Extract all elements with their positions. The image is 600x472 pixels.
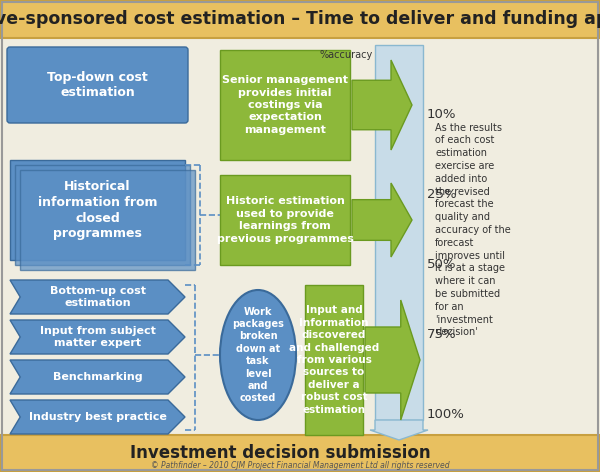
Polygon shape [352, 183, 412, 257]
FancyBboxPatch shape [0, 0, 600, 38]
Text: %accuracy: %accuracy [320, 50, 373, 60]
Text: Bottom-up cost
estimation: Bottom-up cost estimation [49, 286, 146, 308]
Text: Investment decision submission: Investment decision submission [130, 444, 430, 462]
Polygon shape [365, 300, 420, 420]
FancyBboxPatch shape [305, 285, 363, 435]
FancyBboxPatch shape [10, 160, 185, 260]
Text: Top-down cost
estimation: Top-down cost estimation [47, 70, 148, 100]
Text: Benchmarking: Benchmarking [53, 372, 142, 382]
FancyBboxPatch shape [220, 50, 350, 160]
Text: Historic estimation
used to provide
learnings from
previous programmes: Historic estimation used to provide lear… [217, 196, 353, 244]
Text: As the results
of each cost
estimation
exercise are
added into
the revised
forec: As the results of each cost estimation e… [435, 123, 511, 337]
FancyBboxPatch shape [15, 165, 190, 265]
Text: Input from subject
matter expert: Input from subject matter expert [40, 326, 155, 348]
Text: Industry best practice: Industry best practice [29, 412, 166, 422]
Text: Work
packages
broken
down at
task
level
and
costed: Work packages broken down at task level … [232, 307, 284, 404]
Polygon shape [10, 360, 185, 394]
Polygon shape [10, 320, 185, 354]
Text: 100%: 100% [427, 408, 465, 421]
Text: © Pathfinder – 2010 CJM Project Financial Management Ltd all rights reserved: © Pathfinder – 2010 CJM Project Financia… [151, 461, 449, 470]
FancyBboxPatch shape [7, 47, 188, 123]
Text: 25%: 25% [427, 188, 457, 202]
Text: Input and
Information
discovered
and challenged
from various
sources to
deliver : Input and Information discovered and cha… [289, 305, 379, 414]
FancyBboxPatch shape [220, 175, 350, 265]
Text: 50%: 50% [427, 259, 457, 271]
Ellipse shape [220, 290, 296, 420]
Text: Executive-sponsored cost estimation – Time to deliver and funding approved: Executive-sponsored cost estimation – Ti… [0, 10, 600, 28]
FancyBboxPatch shape [375, 45, 423, 420]
FancyBboxPatch shape [0, 435, 600, 472]
Text: Senior management
provides initial
costings via
expectation
management: Senior management provides initial costi… [222, 75, 348, 135]
Text: 75%: 75% [427, 329, 457, 342]
Text: Historical
information from
closed
programmes: Historical information from closed progr… [38, 179, 157, 241]
Polygon shape [352, 60, 412, 150]
Text: 10%: 10% [427, 109, 457, 121]
Polygon shape [370, 420, 428, 440]
Polygon shape [10, 280, 185, 314]
FancyBboxPatch shape [20, 170, 195, 270]
Polygon shape [10, 400, 185, 434]
